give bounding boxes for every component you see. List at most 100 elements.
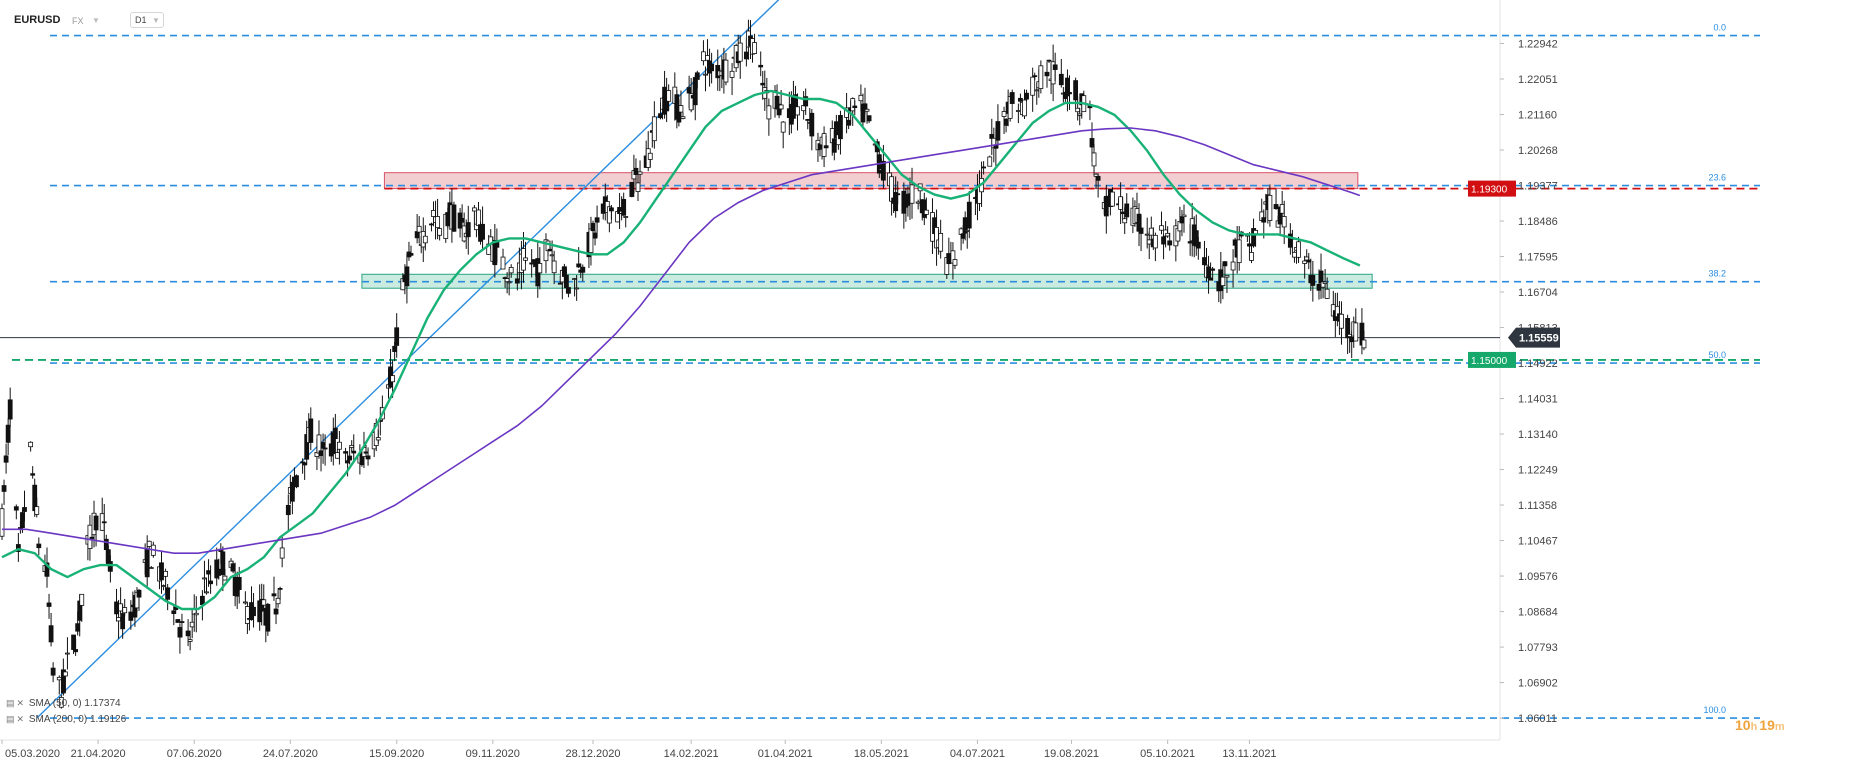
candle-body (200, 595, 205, 605)
candle-body (1310, 274, 1316, 286)
candle-body (504, 278, 510, 283)
candle-body (737, 42, 743, 62)
settings-icon[interactable]: ▤ (6, 714, 15, 724)
chevron-down-icon[interactable]: ▼ (152, 16, 160, 25)
candle-body (271, 593, 277, 597)
candle-body (666, 90, 672, 102)
y-tick-label: 1.07793 (1518, 642, 1558, 654)
candle-body (404, 266, 410, 287)
candle-body (1124, 203, 1130, 218)
candle-body (416, 225, 422, 233)
countdown-hours-unit: h (1750, 721, 1758, 733)
candle-body (22, 507, 27, 512)
candle-body (549, 254, 555, 257)
close-icon[interactable]: ✕ (16, 714, 25, 724)
candle-body (938, 233, 944, 252)
timeframe-selector[interactable] (130, 12, 164, 28)
resistance-price-label-bg (1468, 180, 1516, 197)
candle-body (981, 166, 986, 169)
candle-body (322, 447, 328, 450)
symbol-label[interactable]: EURUSD (14, 14, 61, 26)
candle-body (760, 82, 766, 86)
candle-body (694, 72, 700, 80)
x-tick-label: 19.08.2021 (1044, 748, 1099, 760)
candle-body (987, 156, 993, 167)
candle-body (65, 652, 70, 655)
candle-body (993, 145, 999, 149)
candle-body (889, 176, 894, 202)
candle-body (171, 610, 177, 614)
timeframe-label[interactable]: D1 (135, 15, 147, 25)
sma200-line (2, 127, 1361, 555)
x-tick-label: 21.04.2020 (71, 748, 126, 760)
candle-body (204, 591, 209, 594)
x-tick-label: 09.11.2020 (466, 748, 520, 760)
candle-body (1089, 138, 1095, 148)
candle-body (1015, 110, 1021, 112)
countdown-minutes: 19 (1759, 717, 1775, 733)
candle-body (592, 232, 598, 239)
candle-countdown: 10h 19m (1735, 717, 1787, 733)
candle-body (893, 192, 899, 212)
candle-body (1304, 256, 1310, 261)
candle-body (89, 536, 95, 539)
candle-body (723, 59, 729, 83)
candle-body (1316, 283, 1322, 291)
x-tick-label: 15.09.2020 (369, 748, 424, 760)
y-tick-label: 1.21160 (1518, 110, 1557, 122)
candle-body (1009, 92, 1015, 104)
candle-body (1247, 243, 1252, 247)
candle-body (1220, 276, 1226, 287)
legend-sma50[interactable]: ▤ ✕ SMA (50, 0) 1.17374 (6, 698, 121, 709)
candle-body (365, 455, 371, 460)
candle-body (46, 602, 52, 607)
close-icon[interactable]: ✕ (16, 698, 25, 708)
candle-body (48, 625, 54, 643)
candle-body (351, 450, 357, 454)
candle-body (451, 204, 457, 232)
legend-sma200[interactable]: ▤ ✕ SMA (200, 0) 1.19126 (6, 714, 126, 725)
candle-body (148, 567, 154, 569)
y-tick-label: 1.06011 (1518, 713, 1557, 725)
candle-body (1058, 73, 1064, 86)
candle-body (193, 612, 199, 616)
candle-body (551, 260, 557, 274)
candle-body (692, 77, 698, 106)
candle-body (459, 218, 465, 223)
y-tick-label: 1.08684 (1518, 607, 1558, 619)
candle-body (261, 599, 267, 606)
candle-body (621, 198, 627, 216)
candle-body (79, 593, 85, 606)
y-tick-label: 1.22942 (1518, 39, 1558, 51)
candle-body (1034, 89, 1040, 92)
candle-body (1306, 259, 1312, 263)
candle-body (680, 116, 686, 119)
candle-body (686, 87, 692, 94)
candle-body (185, 630, 191, 637)
candle-body (678, 105, 684, 113)
candle-body (629, 181, 635, 197)
candle-body (995, 121, 1001, 141)
y-tick-label: 1.17595 (1518, 252, 1558, 264)
candle-body (422, 235, 428, 244)
y-tick-label: 1.19377 (1518, 181, 1558, 193)
y-tick-label: 1.06902 (1518, 678, 1558, 690)
candle-body (308, 418, 314, 443)
candle-body (136, 589, 142, 598)
candle-body (50, 667, 56, 676)
countdown-hours: 10 (1735, 717, 1751, 733)
candle-body (3, 455, 9, 463)
candle-body (285, 504, 291, 516)
candle-body (1296, 241, 1301, 258)
candle-body (1339, 313, 1344, 329)
market-dropdown-icon[interactable]: ▼ (92, 16, 100, 25)
y-tick-label: 1.16704 (1518, 287, 1558, 299)
candle-body (28, 441, 34, 448)
candles (0, 19, 1367, 709)
candle-body (1322, 281, 1328, 284)
settings-icon[interactable]: ▤ (6, 698, 15, 708)
candle-body (435, 216, 440, 228)
candle-body (1195, 241, 1201, 249)
candle-body (1073, 80, 1079, 101)
